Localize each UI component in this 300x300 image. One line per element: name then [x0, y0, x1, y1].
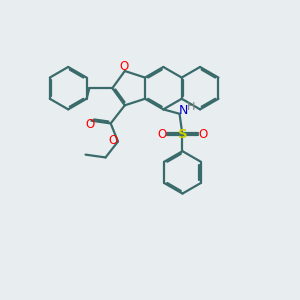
Text: O: O — [108, 134, 117, 147]
Text: O: O — [85, 118, 94, 131]
Text: O: O — [199, 128, 208, 142]
Text: O: O — [120, 59, 129, 73]
Text: O: O — [157, 128, 167, 142]
Text: N: N — [179, 104, 188, 117]
Text: S: S — [178, 128, 187, 142]
Text: H: H — [187, 102, 195, 112]
